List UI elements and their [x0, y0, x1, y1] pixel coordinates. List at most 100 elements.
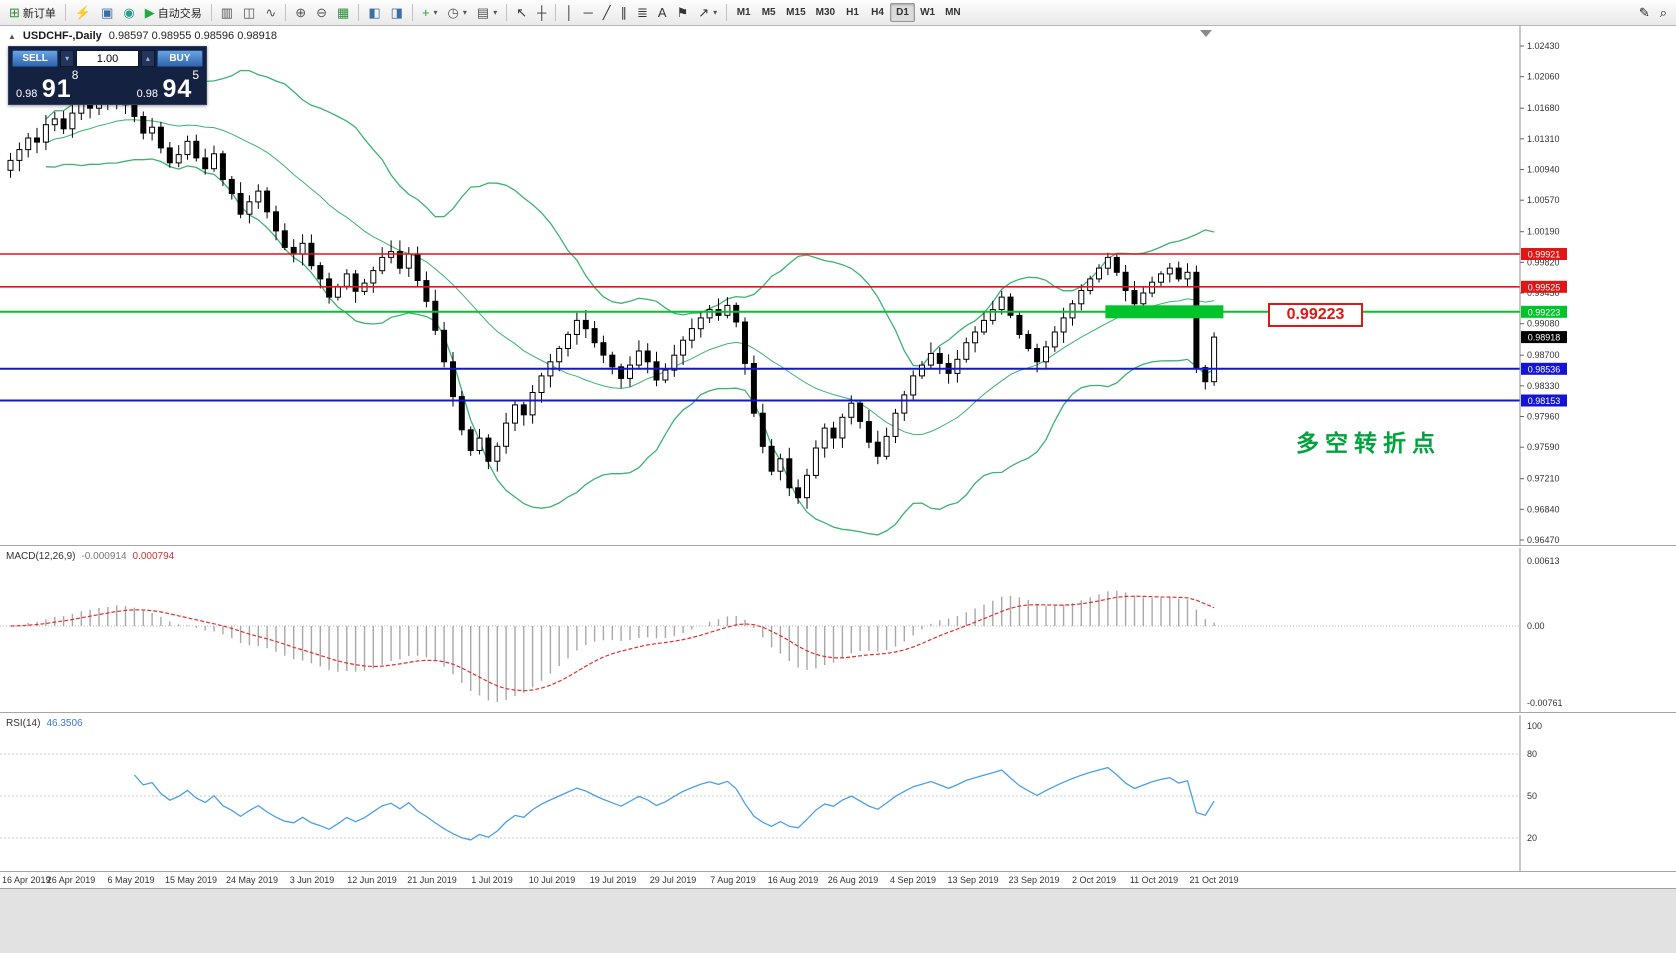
- svg-text:0.98330: 0.98330: [1527, 381, 1560, 391]
- date-tick: 6 May 2019: [107, 875, 155, 885]
- annotation-text[interactable]: 多空转折点: [1296, 430, 1441, 456]
- timeframe-m5-button[interactable]: M5: [756, 3, 781, 22]
- edit-button[interactable]: ✎: [1634, 2, 1655, 24]
- timeframe-m30-button[interactable]: M30: [811, 3, 840, 22]
- line-chart-mode-icon: ∿: [265, 5, 277, 20]
- sell-button[interactable]: SELL: [12, 50, 59, 67]
- market-watch-button[interactable]: ◉: [118, 2, 139, 24]
- rsi-indicator-panel[interactable]: 100 80 50 20: [0, 715, 1676, 871]
- lightning-button[interactable]: ⚡: [70, 2, 96, 24]
- bar-chart-mode-button[interactable]: ▥: [216, 2, 238, 24]
- equidistant-channel-button[interactable]: ∥: [616, 2, 633, 24]
- svg-text:50: 50: [1527, 791, 1537, 801]
- indicators-dropdown-icon[interactable]: ▾: [433, 8, 438, 17]
- chart-shift-marker[interactable]: [1200, 30, 1212, 37]
- macd-indicator-panel[interactable]: 0.00613 0.00 -0.00761: [0, 548, 1676, 712]
- svg-text:100: 100: [1527, 721, 1542, 731]
- indicators-button[interactable]: + ▾: [417, 2, 443, 24]
- chart-profile-button[interactable]: ▣: [96, 2, 118, 24]
- macd-name: MACD(12,26,9): [6, 551, 76, 562]
- new-order-button[interactable]: ⊞ 新订单: [4, 2, 61, 24]
- vertical-line-button[interactable]: │: [560, 2, 578, 24]
- toolbar-separator: [411, 4, 413, 21]
- search-icon: ⌕: [1659, 5, 1667, 20]
- svg-text:0.00613: 0.00613: [1527, 556, 1560, 566]
- date-tick: 29 Jul 2019: [649, 875, 697, 885]
- market-watch-icon: ◉: [123, 5, 135, 20]
- window-bottom-area: [0, 888, 1676, 953]
- price-chart-svg[interactable]: 1.02430 1.02060 1.01680 1.01310 1.00940 1.005…: [0, 26, 1676, 546]
- volume-input[interactable]: [76, 50, 139, 67]
- date-tick: 26 Apr 2019: [46, 875, 96, 885]
- rsi-level-lines: [0, 753, 1520, 839]
- trendline-icon: ╱: [602, 5, 611, 20]
- svg-text:0.98536: 0.98536: [1528, 364, 1561, 374]
- rsi-label: RSI(14) 46.3506: [6, 718, 83, 729]
- level-lines[interactable]: [0, 253, 1520, 402]
- timeframe-m1-button[interactable]: M1: [731, 3, 756, 22]
- arrows-button[interactable]: ↗ ▾: [693, 2, 722, 24]
- timeframe-h4-button[interactable]: H4: [865, 3, 890, 22]
- text-button[interactable]: A: [653, 2, 672, 24]
- panel-splitter[interactable]: [0, 712, 1676, 715]
- volume-down-button[interactable]: ▾: [60, 50, 74, 67]
- timeframe-toolbar: M1 M5 M15 M30 H1 H4 D1 W1 MN: [722, 0, 965, 25]
- horizontal-line-icon: ─: [583, 5, 593, 20]
- cascade-windows-button[interactable]: ◨: [386, 2, 408, 24]
- timeframe-d1-button[interactable]: D1: [890, 3, 916, 22]
- trade-panel-controls: SELL ▾ ▴ BUY: [9, 47, 206, 67]
- rsi-axis: 100 80 50 20: [1519, 715, 1542, 871]
- periods-button[interactable]: ◷ ▾: [443, 2, 472, 24]
- volume-up-button[interactable]: ▴: [141, 50, 155, 67]
- price-level-label[interactable]: 0.99223: [1268, 303, 1363, 327]
- chart-title-row: ▲ USDCHF-,Daily 0.98597 0.98955 0.98596 …: [8, 30, 277, 42]
- macd-chart-svg[interactable]: 0.00613 0.00 -0.00761: [0, 548, 1676, 712]
- svg-text:1.02430: 1.02430: [1527, 41, 1560, 51]
- collapse-panel-icon[interactable]: ▲: [8, 31, 16, 41]
- arrows-dropdown-icon[interactable]: ▾: [713, 8, 718, 17]
- cursor-button[interactable]: ↖: [511, 2, 532, 24]
- templates-dropdown-icon[interactable]: ▾: [493, 8, 498, 17]
- crosshair-button[interactable]: ┼: [532, 2, 551, 24]
- date-axis[interactable]: 16 Apr 2019 26 Apr 2019 6 May 2019 15 May 2…: [0, 871, 1676, 888]
- main-price-chart[interactable]: 1.02430 1.02060 1.01680 1.01310 1.00940 1.005…: [0, 26, 1676, 546]
- date-tick: 21 Oct 2019: [1189, 875, 1239, 885]
- grid-button[interactable]: ▦: [332, 2, 354, 24]
- vertical-line-icon: │: [565, 5, 574, 20]
- timeframe-w1-button[interactable]: W1: [915, 3, 940, 22]
- buy-button[interactable]: BUY: [156, 50, 203, 67]
- chart-profile-icon: ▣: [101, 5, 114, 20]
- text-label-button[interactable]: ⚑: [672, 2, 694, 24]
- timeframe-m15-button[interactable]: M15: [781, 3, 810, 22]
- tile-windows-button[interactable]: ◧: [363, 2, 385, 24]
- fibonacci-button[interactable]: ≣: [632, 2, 653, 24]
- templates-button[interactable]: ▤ ▾: [472, 2, 502, 24]
- cursor-icon: ↖: [516, 5, 528, 20]
- svg-text:1.01680: 1.01680: [1527, 103, 1560, 113]
- text-label-icon: ⚑: [676, 5, 689, 20]
- timeframe-mn-button[interactable]: MN: [940, 3, 966, 22]
- grid-icon: ▦: [337, 5, 350, 20]
- zoom-in-icon: ⊕: [295, 5, 307, 20]
- sell-price[interactable]: 0.98 918: [16, 68, 79, 103]
- toolbar-separator: [358, 4, 360, 21]
- candlestick-mode-button[interactable]: ◫: [238, 2, 260, 24]
- search-button[interactable]: ⌕: [1655, 2, 1672, 24]
- zoom-out-button[interactable]: ⊖: [311, 2, 332, 24]
- date-tick: 2 Oct 2019: [1071, 875, 1117, 885]
- auto-trading-label: 自动交易: [157, 7, 202, 20]
- line-chart-mode-button[interactable]: ∿: [260, 2, 281, 24]
- rsi-value: 46.3506: [46, 718, 83, 729]
- buy-price[interactable]: 0.98 945: [136, 68, 199, 103]
- periods-dropdown-icon[interactable]: ▾: [462, 8, 467, 17]
- zoom-in-button[interactable]: ⊕: [290, 2, 311, 24]
- auto-trading-button[interactable]: ▶ 自动交易: [140, 2, 207, 24]
- bar-chart-mode-icon: ▥: [220, 5, 234, 20]
- trendline-button[interactable]: ╱: [598, 2, 616, 24]
- panel-splitter[interactable]: [0, 545, 1676, 548]
- rsi-chart-svg[interactable]: 100 80 50 20: [0, 715, 1676, 871]
- horizontal-line-button[interactable]: ─: [578, 2, 597, 24]
- zoom-out-icon: ⊖: [316, 5, 328, 20]
- timeframe-h1-button[interactable]: H1: [840, 3, 865, 22]
- ohlc-values: 0.98597 0.98955 0.98596 0.98918: [108, 30, 277, 42]
